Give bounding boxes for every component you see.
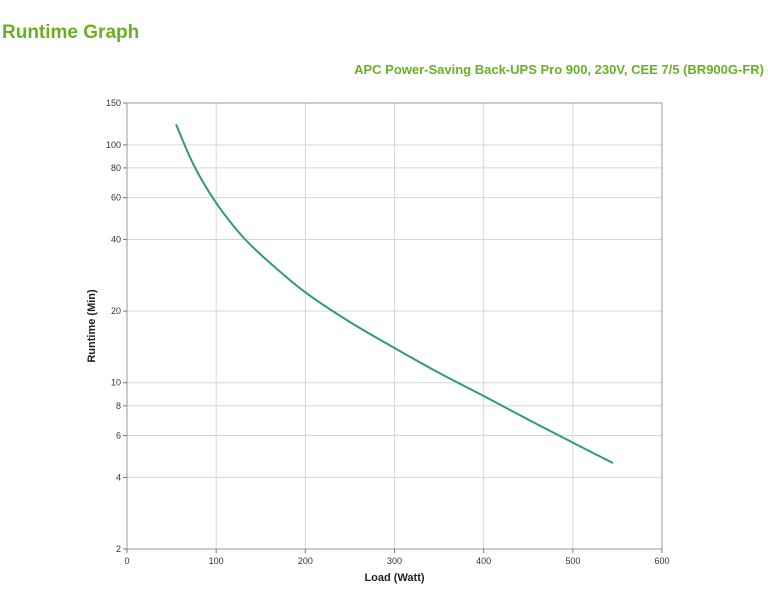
x-tick-label: 500 bbox=[565, 556, 580, 566]
x-axis-label: Load (Watt) bbox=[364, 572, 424, 584]
y-axis-ticks: 2 4 6 8 10 20 40 60 80 100 150 bbox=[106, 98, 127, 554]
x-tick-label: 600 bbox=[654, 556, 669, 566]
y-tick-label: 6 bbox=[116, 431, 121, 441]
y-tick-label: 80 bbox=[111, 163, 121, 173]
y-tick-label: 20 bbox=[111, 306, 121, 316]
x-tick-label: 400 bbox=[476, 556, 491, 566]
y-tick-label: 40 bbox=[111, 235, 121, 245]
y-tick-label: 8 bbox=[116, 401, 121, 411]
x-axis-ticks: 0 100 200 300 400 500 600 bbox=[124, 549, 670, 566]
grid-lines bbox=[127, 103, 662, 549]
y-tick-label: 4 bbox=[116, 472, 121, 482]
y-tick-label: 10 bbox=[111, 378, 121, 388]
runtime-series-line bbox=[175, 123, 614, 464]
x-tick-label: 100 bbox=[209, 556, 224, 566]
x-tick-label: 200 bbox=[298, 556, 313, 566]
y-tick-label: 150 bbox=[106, 98, 121, 108]
y-tick-label: 100 bbox=[106, 140, 121, 150]
y-tick-label: 60 bbox=[111, 193, 121, 203]
x-tick-label: 0 bbox=[124, 556, 129, 566]
x-tick-label: 300 bbox=[387, 556, 402, 566]
y-axis-label: Runtime (Min) bbox=[86, 289, 98, 363]
chart-title: APC Power-Saving Back-UPS Pro 900, 230V,… bbox=[354, 62, 764, 77]
y-tick-label: 2 bbox=[116, 544, 121, 554]
page-title: Runtime Graph bbox=[2, 22, 140, 43]
